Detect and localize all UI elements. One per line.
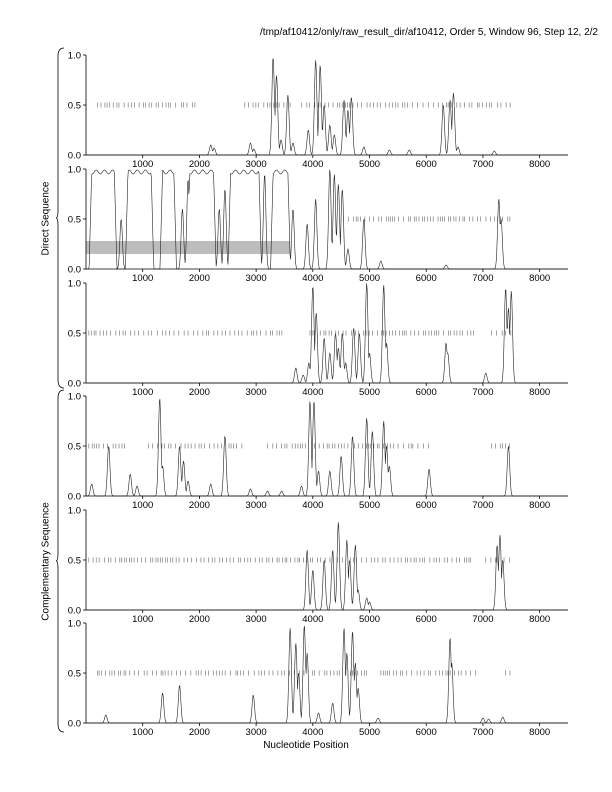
y-tick-label-5-2: 0.5 [68, 556, 81, 567]
x-tick-label-2-8: 8000 [529, 273, 550, 284]
threshold-ticks-4-1 [88, 443, 125, 449]
x-tick-label-6-1: 1000 [132, 727, 153, 738]
x-tick-label-3-1: 1000 [132, 387, 153, 398]
x-tick-label-4-4: 4000 [302, 500, 323, 511]
threshold-ticks-6-3 [505, 670, 511, 676]
x-tick-label-5-2: 2000 [189, 614, 210, 625]
x-tick-label-6-8: 8000 [529, 727, 550, 738]
threshold-ticks-1-1 [97, 102, 196, 108]
y-tick-label-3-2: 0.5 [68, 329, 81, 340]
x-tick-label-2-7: 7000 [472, 273, 493, 284]
series-line-5 [86, 522, 568, 611]
x-tick-label-3-4: 4000 [302, 387, 323, 398]
x-tick-label-2-5: 5000 [359, 273, 380, 284]
x-tick-label-1-6: 6000 [416, 159, 437, 170]
y-tick-label-4-1: 0.0 [68, 492, 81, 503]
threshold-ticks-5-2 [485, 557, 510, 563]
x-tick-label-3-6: 6000 [416, 387, 437, 398]
threshold-ticks-6-1 [97, 670, 367, 676]
x-tick-label-4-6: 6000 [416, 500, 437, 511]
x-tick-label-1-3: 3000 [246, 159, 267, 170]
y-tick-label-6-3: 1.0 [68, 619, 81, 630]
x-tick-label-4-2: 2000 [189, 500, 210, 511]
x-tick-label-1-2: 2000 [189, 159, 210, 170]
x-tick-label-6-6: 6000 [416, 727, 437, 738]
threshold-ticks-3-2 [309, 330, 474, 336]
threshold-ticks-4-2 [148, 443, 243, 449]
threshold-ticks-6-2 [380, 670, 476, 676]
threshold-ticks-3-3 [491, 330, 512, 336]
x-tick-label-5-6: 6000 [416, 614, 437, 625]
y-tick-label-6-1: 0.0 [68, 719, 81, 730]
x-tick-label-4-1: 1000 [132, 500, 153, 511]
x-tick-label-2-4: 4000 [302, 273, 323, 284]
x-tick-label-2-3: 3000 [246, 273, 267, 284]
x-tick-label-1-4: 4000 [302, 159, 323, 170]
threshold-ticks-1-2 [244, 102, 291, 108]
y-tick-label-2-3: 1.0 [68, 165, 81, 176]
x-tick-label-2-2: 2000 [189, 273, 210, 284]
y-tick-label-5-1: 0.0 [68, 606, 81, 617]
brace-direct [55, 47, 65, 389]
x-tick-label-6-2: 2000 [189, 727, 210, 738]
x-tick-label-5-8: 8000 [529, 614, 550, 625]
threshold-ticks-1-3 [301, 102, 511, 108]
y-tick-label-1-1: 0.0 [68, 151, 81, 162]
x-tick-label-3-8: 8000 [529, 387, 550, 398]
y-tick-label-1-2: 0.5 [68, 101, 81, 112]
x-tick-label-6-7: 7000 [472, 727, 493, 738]
x-tick-label-1-1: 1000 [132, 159, 153, 170]
series-line-3 [86, 283, 568, 384]
threshold-ticks-4-3 [267, 443, 429, 449]
y-tick-label-3-3: 1.0 [68, 279, 81, 290]
x-tick-label-2-1: 1000 [132, 273, 153, 284]
y-tick-label-4-3: 1.0 [68, 392, 81, 403]
threshold-ticks-5-1 [88, 557, 471, 563]
series-line-2 [86, 169, 568, 270]
y-tick-label-1-3: 1.0 [68, 51, 81, 62]
x-tick-label-4-8: 8000 [529, 500, 550, 511]
x-tick-label-6-5: 5000 [359, 727, 380, 738]
y-tick-label-2-1: 0.0 [68, 265, 81, 276]
x-tick-label-6-4: 4000 [302, 727, 323, 738]
x-axis-label: Nucleotide Position [263, 740, 349, 751]
threshold-ticks-2-1 [340, 216, 511, 222]
x-tick-label-3-3: 3000 [246, 387, 267, 398]
y-tick-label-6-2: 0.5 [68, 669, 81, 680]
threshold-ticks-4-4 [491, 443, 510, 449]
x-tick-label-6-3: 3000 [246, 727, 267, 738]
x-tick-label-1-7: 7000 [472, 159, 493, 170]
x-tick-label-5-3: 3000 [246, 614, 267, 625]
threshold-ticks-3-1 [88, 330, 283, 336]
y-tick-label-5-3: 1.0 [68, 506, 81, 517]
x-tick-label-1-5: 5000 [359, 159, 380, 170]
x-tick-label-2-6: 6000 [416, 273, 437, 284]
brace-complementary [55, 389, 65, 733]
x-tick-label-1-8: 8000 [529, 159, 550, 170]
x-tick-label-4-5: 5000 [359, 500, 380, 511]
y-tick-label-3-1: 0.0 [68, 379, 81, 390]
x-tick-label-5-4: 4000 [302, 614, 323, 625]
chart-header: /tmp/af10412/only/raw_result_dir/af10412… [260, 27, 598, 38]
y-tick-label-4-2: 0.5 [68, 442, 81, 453]
group-label-complementary: Complementary Sequence [40, 501, 52, 621]
x-tick-label-3-2: 2000 [189, 387, 210, 398]
x-tick-label-4-7: 7000 [472, 500, 493, 511]
group-label-direct: Direct Sequence [40, 181, 52, 255]
x-tick-label-5-5: 5000 [359, 614, 380, 625]
x-tick-label-3-7: 7000 [472, 387, 493, 398]
x-tick-label-4-3: 3000 [246, 500, 267, 511]
x-tick-label-5-1: 1000 [132, 614, 153, 625]
y-tick-label-2-2: 0.5 [68, 215, 81, 226]
x-tick-label-3-5: 5000 [359, 387, 380, 398]
highlight-band-2 [86, 241, 291, 254]
x-tick-label-5-7: 7000 [472, 614, 493, 625]
